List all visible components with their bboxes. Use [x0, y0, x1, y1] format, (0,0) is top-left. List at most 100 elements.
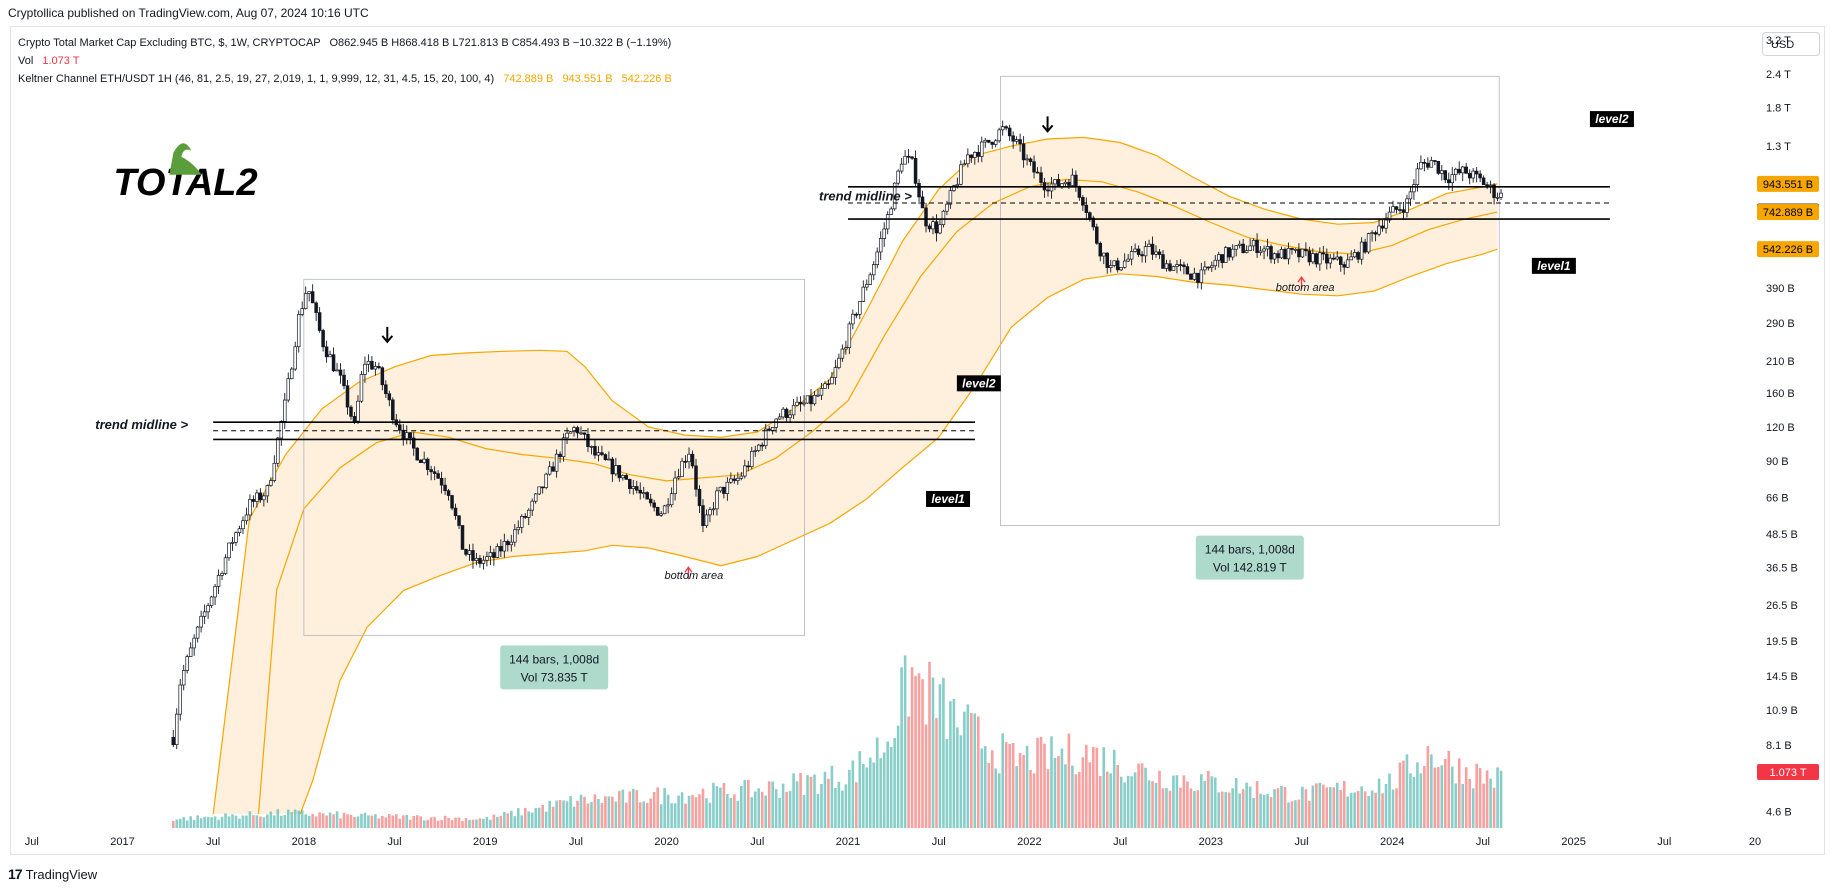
volume-bar [1088, 762, 1092, 828]
volume-bar [973, 713, 977, 828]
candle-body [927, 225, 932, 230]
candle-body [1213, 259, 1218, 267]
volume-bar [945, 738, 949, 828]
candle-body [1422, 162, 1427, 164]
y-tick-label: 36.5 B [1766, 562, 1798, 574]
candle-body [1272, 253, 1277, 260]
volume-bar [910, 667, 914, 828]
y-tick-label: 290 B [1766, 318, 1795, 330]
level-tag-bg [1589, 111, 1634, 128]
symbol-legend-row[interactable]: Crypto Total Market Cap Excluding BTC, $… [18, 34, 672, 52]
candle-body [558, 453, 562, 458]
volume-bar [823, 771, 827, 828]
volume-bar [1443, 758, 1447, 828]
candle-body [812, 394, 817, 405]
tradingview-footer[interactable]: 17 TradingView [8, 866, 97, 882]
y-tick-label: 2.4 T [1766, 69, 1791, 81]
candle-body [899, 163, 904, 172]
level-tag-bg [956, 375, 1001, 392]
candle-body [809, 395, 813, 405]
volume-bar [311, 814, 314, 828]
candle-body [1136, 248, 1141, 255]
volume-bar [530, 812, 534, 828]
candle-body [1161, 254, 1165, 269]
candle-body [1175, 264, 1179, 267]
volume-bar [1043, 743, 1046, 828]
volume-bar [412, 815, 416, 828]
volume-bar [952, 698, 956, 828]
level-tag-bg [926, 490, 971, 507]
volume-bar [335, 811, 339, 828]
volume-legend-row[interactable]: Vol 1.073 T [18, 52, 672, 70]
volume-bar [178, 818, 182, 828]
candle-body [1046, 189, 1050, 192]
x-tick-label: Jul [932, 836, 946, 848]
volume-bar [767, 781, 771, 828]
currency-button[interactable]: USD [1762, 32, 1820, 56]
candle-body [1311, 253, 1315, 263]
volume-bar [1464, 767, 1468, 828]
candle-body [370, 360, 374, 370]
volume-bar [175, 819, 179, 828]
candle-body [1338, 256, 1343, 265]
candle-body [209, 596, 214, 606]
volume-bar [736, 800, 740, 828]
candle-body [450, 495, 454, 509]
volume-bar [691, 794, 694, 828]
candle-body [1265, 246, 1270, 250]
candle-body [948, 190, 953, 205]
y-tick-label: 66 B [1766, 492, 1789, 504]
candle-body [903, 155, 907, 165]
candle-body [1457, 168, 1461, 174]
candle-body [1105, 252, 1109, 268]
volume-bar [457, 817, 461, 828]
candle-body [502, 540, 507, 552]
y-tick-label: 90 B [1766, 456, 1789, 468]
candle-body [610, 458, 615, 475]
candle-body [1244, 250, 1249, 254]
candle-body [192, 637, 196, 649]
dinosaur-icon [169, 143, 202, 175]
candle-body [1108, 265, 1113, 268]
volume-bar [1353, 792, 1356, 828]
candle-body [1056, 179, 1061, 187]
candle-body [293, 346, 297, 370]
volume-bar [719, 787, 722, 828]
candle-body [1119, 267, 1123, 271]
volume-bar [1328, 787, 1332, 828]
volume-bar [513, 816, 517, 828]
volume-bar [1332, 787, 1336, 828]
volume-bar [1189, 788, 1193, 828]
candle-body [1373, 232, 1378, 235]
candle-body [617, 465, 622, 479]
volume-bar [708, 802, 712, 828]
candle-body [1150, 243, 1155, 255]
volume-bar [206, 816, 210, 828]
candle-body [816, 394, 820, 397]
volume-bar [401, 815, 405, 828]
candle-body [1011, 135, 1015, 142]
volume-bar [266, 814, 269, 828]
volume-bar [1468, 779, 1471, 828]
volume-bar [1224, 792, 1228, 828]
candle-body [770, 426, 775, 431]
trend-midline-label: trend midline > [95, 417, 188, 432]
candle-body [471, 550, 475, 561]
candle-body [551, 466, 555, 472]
level-tag-label: level1 [931, 492, 965, 506]
volume-bar [680, 792, 684, 828]
keltner-legend-row[interactable]: Keltner Channel ETH/USDT 1H (46, 81, 2.5… [18, 70, 672, 88]
volume-bar [715, 786, 719, 828]
candle-body [871, 264, 876, 276]
x-tick-label: 2024 [1380, 836, 1404, 848]
volume-bar [492, 814, 496, 828]
candle-body [356, 400, 360, 422]
price-axis-tag-label: 943.551 B [1763, 179, 1813, 191]
down-arrow-icon [1041, 116, 1054, 133]
volume-bar [485, 816, 489, 828]
volume-bar [635, 790, 639, 828]
candle-body [506, 540, 510, 546]
candle-body [1471, 170, 1475, 179]
volume-bar [283, 815, 287, 828]
